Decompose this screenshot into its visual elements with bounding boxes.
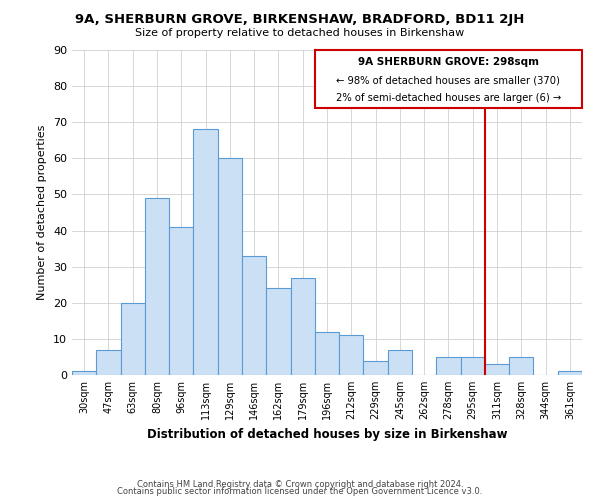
Bar xyxy=(558,372,582,375)
Bar xyxy=(72,372,96,375)
Y-axis label: Number of detached properties: Number of detached properties xyxy=(37,125,47,300)
Bar xyxy=(485,364,509,375)
Bar xyxy=(145,198,169,375)
Text: 9A SHERBURN GROVE: 298sqm: 9A SHERBURN GROVE: 298sqm xyxy=(358,57,539,67)
Bar xyxy=(193,130,218,375)
Bar xyxy=(339,336,364,375)
Text: Contains HM Land Registry data © Crown copyright and database right 2024.: Contains HM Land Registry data © Crown c… xyxy=(137,480,463,489)
Bar xyxy=(364,360,388,375)
Text: 2% of semi-detached houses are larger (6) →: 2% of semi-detached houses are larger (6… xyxy=(336,94,561,104)
Bar xyxy=(121,303,145,375)
Text: 9A, SHERBURN GROVE, BIRKENSHAW, BRADFORD, BD11 2JH: 9A, SHERBURN GROVE, BIRKENSHAW, BRADFORD… xyxy=(76,12,524,26)
Text: Contains public sector information licensed under the Open Government Licence v3: Contains public sector information licen… xyxy=(118,487,482,496)
Bar xyxy=(388,350,412,375)
Bar xyxy=(290,278,315,375)
Bar xyxy=(242,256,266,375)
Bar xyxy=(315,332,339,375)
Bar xyxy=(436,357,461,375)
Bar xyxy=(315,50,582,108)
Bar xyxy=(509,357,533,375)
Bar xyxy=(169,227,193,375)
Bar xyxy=(461,357,485,375)
Bar xyxy=(96,350,121,375)
X-axis label: Distribution of detached houses by size in Birkenshaw: Distribution of detached houses by size … xyxy=(147,428,507,440)
Text: ← 98% of detached houses are smaller (370): ← 98% of detached houses are smaller (37… xyxy=(337,76,560,86)
Text: Size of property relative to detached houses in Birkenshaw: Size of property relative to detached ho… xyxy=(136,28,464,38)
Bar xyxy=(266,288,290,375)
Bar xyxy=(218,158,242,375)
